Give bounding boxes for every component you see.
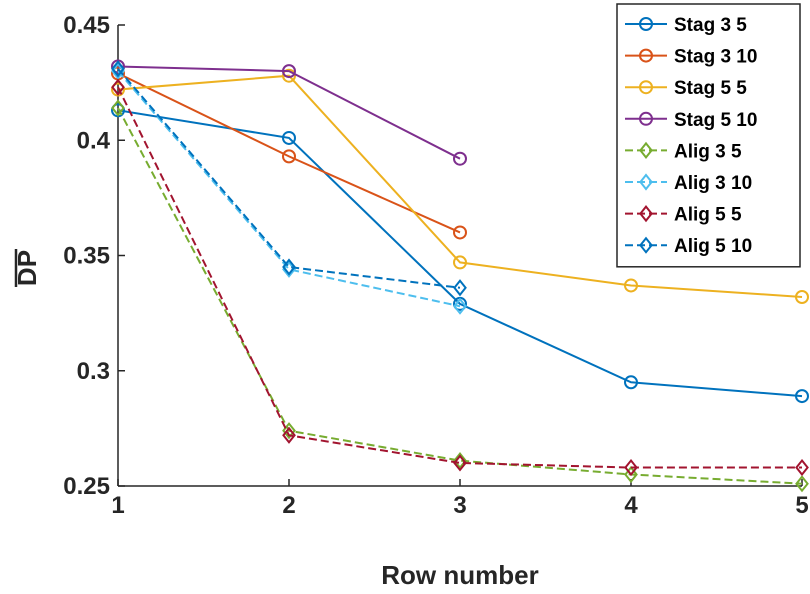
legend-item: Alig 5 5 <box>625 205 742 226</box>
legend-marker <box>639 204 653 223</box>
data-point <box>624 458 638 477</box>
legend-item: Stag 5 10 <box>625 110 757 131</box>
legend-label: Stag 5 10 <box>674 110 757 131</box>
legend-item: Stag 5 5 <box>625 78 747 99</box>
legend-marker <box>639 17 653 31</box>
legend-marker <box>639 48 653 63</box>
data-point <box>111 60 125 78</box>
legend-item: Alig 5 10 <box>625 236 752 257</box>
series-stag-3-10 <box>111 66 467 240</box>
data-point <box>453 151 467 166</box>
series-line <box>117 68 461 289</box>
legend-label: Stag 3 5 <box>674 15 747 36</box>
series-line <box>117 70 461 308</box>
data-point <box>795 475 809 493</box>
data-point <box>282 64 296 79</box>
series-line <box>117 86 802 469</box>
x-tick-label: 5 <box>795 492 808 519</box>
legend-label: Alig 5 10 <box>674 236 752 257</box>
legend-marker <box>639 80 653 95</box>
series-alig-3-10 <box>111 62 467 315</box>
data-point <box>111 99 125 117</box>
data-point <box>795 458 809 477</box>
legend-item: Stag 3 10 <box>625 47 757 68</box>
x-axis-ticks: 1 2 3 4 5 <box>111 479 809 519</box>
data-point <box>795 389 809 404</box>
x-tick-label: 2 <box>282 492 295 519</box>
y-axis-ticks: 0.25 0.3 0.35 0.4 0.45 <box>63 12 125 500</box>
data-point <box>111 62 125 80</box>
series-line <box>117 107 803 485</box>
data-point <box>453 279 467 297</box>
legend-item: Stag 3 5 <box>625 15 747 36</box>
legend-marker <box>639 141 653 160</box>
legend: Stag 3 5 Stag 3 10 Stag 5 5 Stag 5 10 Alig 3… <box>616 3 801 268</box>
data-point <box>282 68 296 83</box>
y-tick-label: 0.4 <box>77 127 111 154</box>
data-point <box>453 297 467 315</box>
legend-label: Stag 3 10 <box>674 47 757 68</box>
data-point <box>282 426 296 444</box>
y-tick-label: 0.35 <box>63 243 110 270</box>
data-point <box>624 375 638 390</box>
legend-label: Stag 5 5 <box>674 78 747 99</box>
data-point <box>111 78 125 96</box>
legend-label: Alig 3 10 <box>674 173 752 194</box>
series-stag-5-10 <box>111 59 467 166</box>
series-alig-5-5 <box>111 78 809 477</box>
data-point <box>453 225 467 240</box>
series-layer <box>111 59 809 493</box>
data-point <box>624 278 638 293</box>
x-tick-label: 3 <box>453 492 466 519</box>
legend-label: Alig 5 5 <box>674 205 742 226</box>
x-tick-label: 1 <box>111 492 124 519</box>
legend-marker <box>639 173 653 191</box>
y-tick-label: 0.25 <box>63 473 110 500</box>
legend-label: Alig 3 5 <box>674 141 742 162</box>
series-line <box>117 72 461 234</box>
legend-marker <box>639 111 653 126</box>
data-point <box>282 258 296 276</box>
data-point <box>453 454 467 472</box>
series-alig-5-10 <box>111 60 467 297</box>
data-point <box>282 130 296 145</box>
data-point <box>282 149 296 164</box>
x-axis-label: Row number <box>381 560 538 590</box>
data-point <box>453 255 467 270</box>
y-axis-label-group: DP <box>12 249 42 287</box>
legend-item: Alig 3 5 <box>625 141 742 162</box>
data-point <box>624 465 638 484</box>
data-point <box>795 289 809 304</box>
series-line <box>117 65 461 160</box>
y-tick-label: 0.45 <box>63 12 110 39</box>
series-stag-5-5 <box>111 68 809 304</box>
x-tick-label: 4 <box>624 492 638 519</box>
legend-item: Alig 3 10 <box>625 173 752 194</box>
legend-box <box>616 3 801 268</box>
series-line <box>117 74 803 298</box>
y-tick-label: 0.3 <box>77 358 110 385</box>
legend-marker <box>639 236 653 254</box>
data-point <box>453 452 467 470</box>
